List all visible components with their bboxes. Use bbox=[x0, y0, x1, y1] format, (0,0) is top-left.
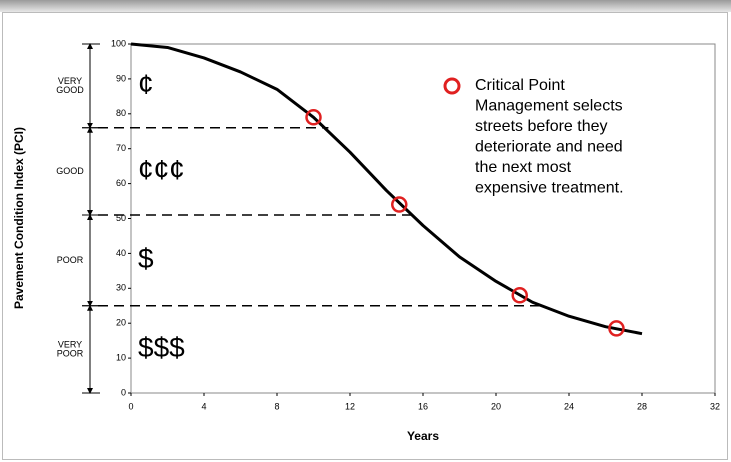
x-tick-label: 8 bbox=[274, 401, 279, 411]
critical-point bbox=[391, 196, 408, 213]
y-tick-label: 60 bbox=[116, 178, 126, 188]
y-tick-label: 100 bbox=[111, 38, 126, 48]
curve bbox=[130, 42, 643, 336]
cost-symbol: $$$ bbox=[138, 332, 185, 363]
y-tick-label: 40 bbox=[116, 248, 126, 258]
band-label: VERY bbox=[58, 76, 82, 86]
critical-point bbox=[511, 287, 528, 304]
band-label: GOOD bbox=[56, 85, 84, 95]
legend-text: the next most bbox=[475, 159, 572, 176]
x-tick-label: 0 bbox=[128, 401, 133, 411]
x-tick-label: 12 bbox=[345, 401, 355, 411]
legend-text: deteriorate and need bbox=[475, 139, 623, 156]
y-tick-label: 20 bbox=[116, 318, 126, 328]
y-tick-label: 70 bbox=[116, 143, 126, 153]
y-axis-label: Pavement Condition Index (PCI) bbox=[12, 127, 26, 309]
band-label: POOR bbox=[57, 255, 84, 265]
frame bbox=[2, 12, 728, 460]
x-tick-label: 32 bbox=[710, 401, 720, 411]
legend-marker bbox=[443, 77, 461, 95]
y-tick-label: 90 bbox=[116, 73, 126, 83]
band-label: VERY bbox=[58, 339, 82, 349]
x-axis-label: Years bbox=[407, 429, 439, 443]
x-tick-label: 20 bbox=[491, 401, 501, 411]
y-tick-label: 0 bbox=[121, 387, 126, 397]
x-tick-label: 4 bbox=[201, 401, 206, 411]
critical-point bbox=[608, 320, 625, 337]
legend-text: streets before they bbox=[475, 118, 608, 135]
y-tick-label: 50 bbox=[116, 213, 126, 223]
y-tick-label: 10 bbox=[116, 352, 126, 362]
legend-text: Critical Point bbox=[475, 77, 565, 94]
x-tick-label: 16 bbox=[418, 401, 428, 411]
critical-point bbox=[305, 109, 322, 126]
x-tick-label: 24 bbox=[564, 401, 574, 411]
shadow bbox=[0, 0, 731, 12]
cost-symbol: $ bbox=[138, 243, 154, 274]
band-label: POOR bbox=[57, 348, 84, 358]
x-tick-label: 28 bbox=[637, 401, 647, 411]
legend-text: expensive treatment. bbox=[475, 180, 624, 197]
band-label: GOOD bbox=[56, 166, 84, 176]
cost-symbol: ¢ bbox=[138, 68, 154, 99]
y-tick-label: 80 bbox=[116, 108, 126, 118]
y-tick-label: 30 bbox=[116, 283, 126, 293]
cost-symbol: ¢¢¢ bbox=[138, 154, 185, 185]
legend-text: Management selects bbox=[475, 98, 623, 115]
